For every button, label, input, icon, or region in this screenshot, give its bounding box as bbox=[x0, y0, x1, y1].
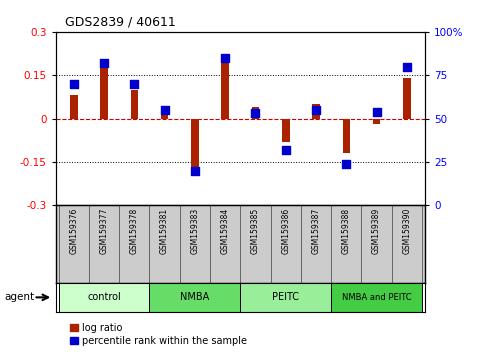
Point bbox=[100, 60, 108, 66]
Text: GSM159385: GSM159385 bbox=[251, 208, 260, 254]
Point bbox=[373, 109, 381, 114]
Bar bbox=[312, 104, 320, 119]
Text: GSM159387: GSM159387 bbox=[312, 208, 321, 254]
Bar bbox=[149, 205, 180, 283]
Text: PEITC: PEITC bbox=[272, 292, 299, 302]
Point bbox=[403, 64, 411, 69]
Bar bbox=[361, 205, 392, 283]
Text: GSM159377: GSM159377 bbox=[99, 208, 109, 254]
Point bbox=[312, 107, 320, 113]
Text: control: control bbox=[87, 292, 121, 302]
Point bbox=[221, 55, 229, 61]
Bar bbox=[331, 205, 361, 283]
Point bbox=[282, 147, 290, 153]
Point bbox=[70, 81, 78, 87]
Bar bbox=[191, 119, 199, 176]
Bar bbox=[241, 283, 331, 312]
Text: GSM159381: GSM159381 bbox=[160, 208, 169, 254]
Point bbox=[191, 168, 199, 173]
Bar bbox=[282, 119, 289, 142]
Text: GSM159390: GSM159390 bbox=[402, 208, 412, 254]
Bar bbox=[58, 283, 149, 312]
Bar bbox=[58, 205, 89, 283]
Text: GSM159388: GSM159388 bbox=[342, 208, 351, 254]
Text: GSM159383: GSM159383 bbox=[190, 208, 199, 254]
Bar bbox=[89, 205, 119, 283]
Text: GDS2839 / 40611: GDS2839 / 40611 bbox=[65, 15, 176, 28]
Bar bbox=[210, 205, 241, 283]
Bar bbox=[403, 78, 411, 119]
Text: GSM159389: GSM159389 bbox=[372, 208, 381, 254]
Bar bbox=[241, 205, 270, 283]
Bar bbox=[221, 55, 229, 119]
Bar bbox=[270, 205, 301, 283]
Bar bbox=[373, 119, 381, 124]
Point bbox=[130, 81, 138, 87]
Bar bbox=[100, 61, 108, 119]
Bar bbox=[252, 107, 259, 119]
Bar bbox=[342, 119, 350, 153]
Bar bbox=[161, 107, 169, 119]
Legend: log ratio, percentile rank within the sample: log ratio, percentile rank within the sa… bbox=[70, 323, 247, 346]
Text: GSM159386: GSM159386 bbox=[281, 208, 290, 254]
Text: NMBA: NMBA bbox=[180, 292, 210, 302]
Point bbox=[252, 110, 259, 116]
Bar bbox=[70, 96, 77, 119]
Bar bbox=[119, 205, 149, 283]
Point bbox=[342, 161, 350, 166]
Bar bbox=[301, 205, 331, 283]
Text: agent: agent bbox=[5, 292, 35, 302]
Point bbox=[161, 107, 169, 113]
Bar bbox=[392, 205, 422, 283]
Bar bbox=[149, 283, 241, 312]
Bar bbox=[180, 205, 210, 283]
Bar bbox=[130, 90, 138, 119]
Text: GSM159376: GSM159376 bbox=[69, 208, 78, 254]
Text: GSM159384: GSM159384 bbox=[221, 208, 229, 254]
Bar bbox=[331, 283, 422, 312]
Text: GSM159378: GSM159378 bbox=[130, 208, 139, 254]
Text: NMBA and PEITC: NMBA and PEITC bbox=[342, 293, 412, 302]
